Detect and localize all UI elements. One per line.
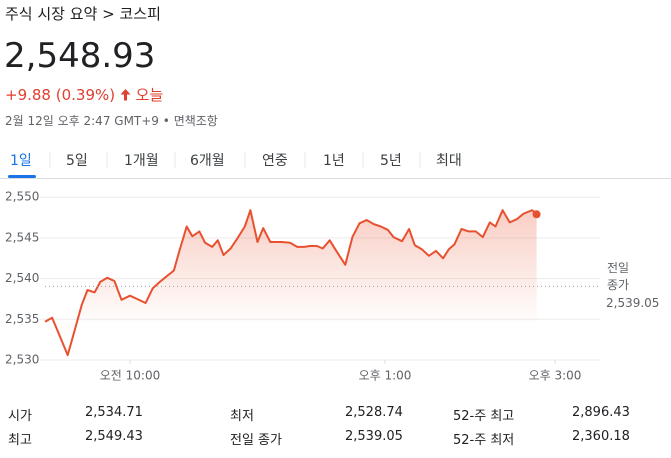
breadcrumb: 주식 시장 요약 > 코스피 [5, 3, 161, 24]
stat-label: 최고 [8, 433, 32, 448]
area [45, 210, 537, 356]
y-tick-label: 2,545 [5, 230, 39, 244]
last-point [532, 210, 541, 219]
previous-close-value: 2,539.05 [606, 296, 659, 310]
stat-value: 2,534.71 [85, 405, 143, 420]
tab[interactable]: 연중 [262, 153, 288, 169]
y-tick-label: 2,530 [5, 353, 39, 367]
tab[interactable]: 1개월 [124, 153, 159, 169]
stat-value: 2,528.74 [345, 405, 403, 420]
stat-label: 시가 [8, 409, 32, 424]
stat-value: 2,896.43 [572, 405, 630, 420]
y-tick-label: 2,540 [5, 271, 39, 285]
stat-value: 2,549.43 [85, 429, 143, 444]
up-arrow [120, 89, 131, 101]
previous-close-label: 전일 [607, 261, 629, 275]
price: 2,548.93 [4, 36, 156, 76]
stat-value: 2,360.18 [572, 429, 630, 444]
stat-label: 전일 종가 [230, 433, 282, 448]
disclaimer[interactable]: 면책조항 [173, 114, 218, 128]
tab[interactable]: 5년 [380, 153, 402, 169]
stat-value: 2,539.05 [345, 429, 403, 444]
stat-label: 52-주 최저 [453, 433, 515, 448]
breadcrumb-current: 코스피 [119, 5, 161, 23]
separator: • [162, 114, 170, 128]
timestamp-row: 2월 12일 오후 2:47 GMT+9 • 면책조항 [5, 112, 218, 129]
tab-underline [8, 175, 36, 178]
breadcrumb-separator: > [102, 5, 115, 23]
stat-label: 52-주 최고 [453, 409, 515, 424]
change-row: +9.88 (0.39%) 오늘 [5, 84, 163, 105]
y-tick-label: 2,550 [5, 190, 39, 204]
tab[interactable]: 1일 [10, 153, 32, 169]
tab[interactable]: 5일 [66, 153, 88, 169]
price-line [44, 209, 538, 357]
tab[interactable]: 1년 [323, 153, 345, 169]
x-tick-label: 오후 1:00 [359, 369, 412, 383]
x-tick-label: 오전 10:00 [100, 369, 160, 383]
change-period: 오늘 [135, 86, 164, 104]
x-tick-label: 오후 3:00 [529, 369, 582, 383]
y-tick-label: 2,535 [5, 312, 39, 326]
breadcrumb-path[interactable]: 주식 시장 요약 [5, 5, 98, 23]
tab[interactable]: 최대 [436, 153, 462, 169]
stat-label: 최저 [230, 409, 254, 424]
previous-close-label: 종가 [607, 278, 629, 292]
timestamp: 2월 12일 오후 2:47 GMT+9 [5, 114, 159, 128]
tab[interactable]: 6개월 [190, 153, 225, 169]
change: +9.88 (0.39%) [5, 86, 116, 104]
